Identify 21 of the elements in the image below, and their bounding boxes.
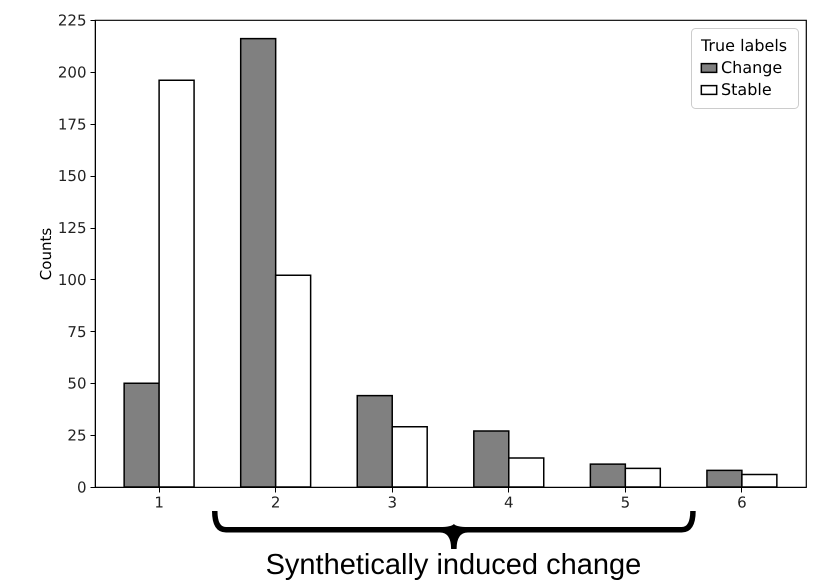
- x-tick-label: 3: [387, 494, 397, 512]
- x-tick-label: 6: [737, 494, 747, 512]
- legend-label: Change: [721, 58, 782, 77]
- y-tick-label: 175: [58, 115, 86, 134]
- y-tick-label: 150: [58, 167, 86, 186]
- y-tick-label: 100: [58, 270, 86, 289]
- text: Synthetically induced change: [266, 549, 642, 582]
- y-tick-label: 75: [67, 322, 86, 341]
- y-tick-label: 200: [58, 63, 86, 82]
- y-tick-label: 225: [58, 12, 86, 30]
- y-tick-label: 25: [67, 426, 86, 445]
- x-tick-label: 1: [154, 494, 164, 512]
- x-tick-label: 2: [270, 494, 280, 512]
- legend-label: Stable: [721, 80, 772, 99]
- y-tick-label: 50: [67, 374, 86, 393]
- y-tick-label: 125: [58, 219, 86, 238]
- y-tick-label: 0: [76, 478, 86, 496]
- x-tick-label: 5: [620, 494, 630, 512]
- y-axis-title: Counts: [36, 228, 55, 280]
- legend-title: True labels: [700, 36, 788, 55]
- x-tick-label: 4: [504, 494, 514, 512]
